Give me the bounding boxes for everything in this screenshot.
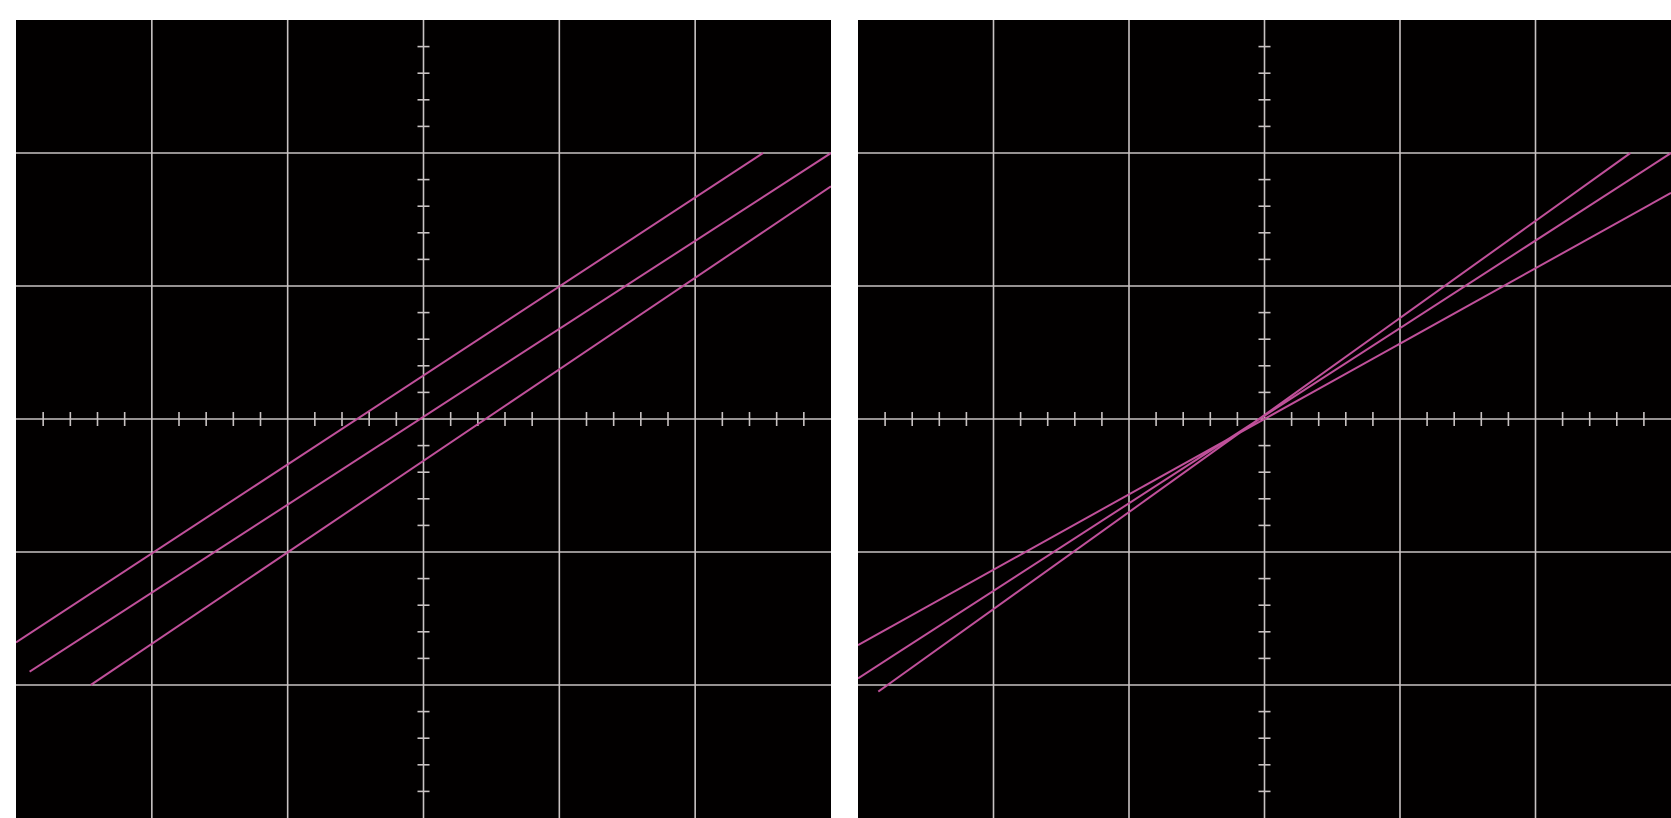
trace-line: [877, 152, 1631, 693]
trace-line: [29, 152, 831, 673]
left-oscilloscope-screen: [16, 20, 831, 818]
right-oscilloscope-screen: [858, 20, 1671, 818]
left-plot: [16, 20, 831, 818]
right-plot: [858, 20, 1671, 818]
trace-line: [858, 192, 1671, 646]
trace-line: [16, 152, 764, 644]
trace-line: [90, 185, 831, 686]
